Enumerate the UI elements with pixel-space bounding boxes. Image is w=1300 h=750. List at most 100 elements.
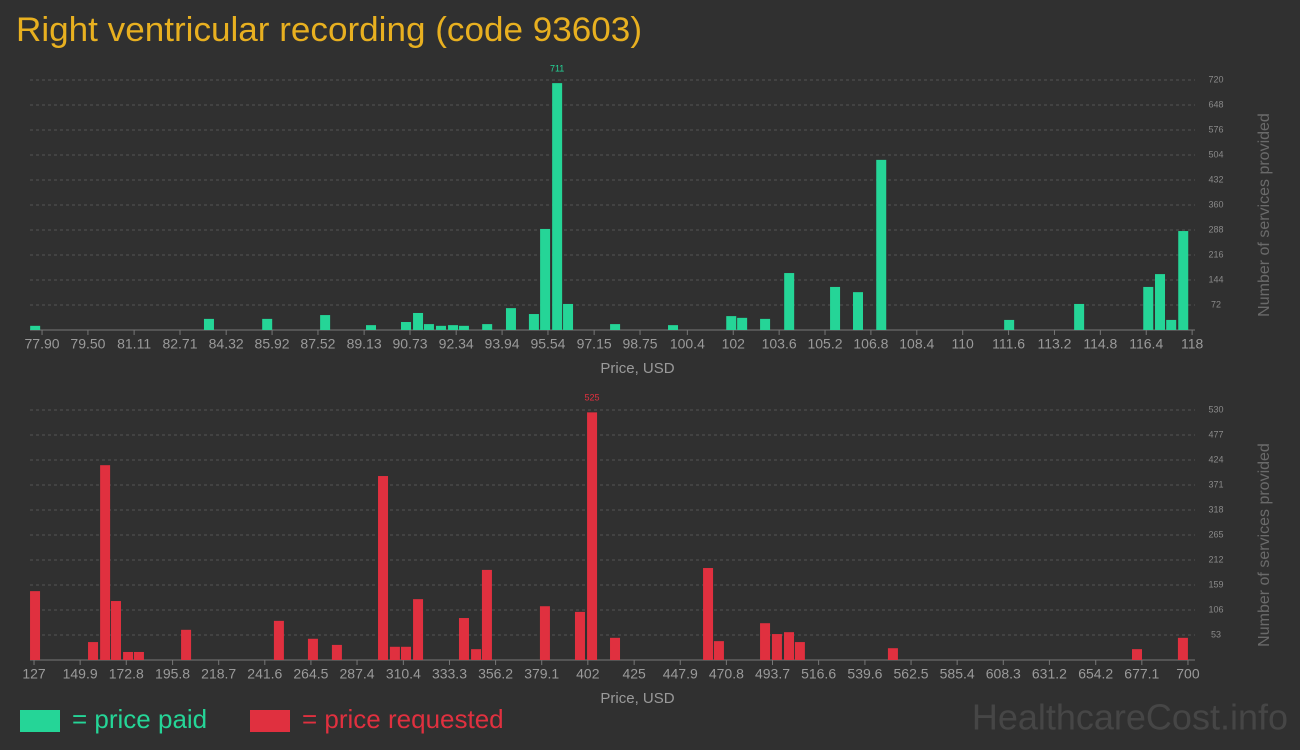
x-tick-label: 195.8	[155, 666, 190, 682]
x-tick-label: 700	[1176, 666, 1200, 682]
legend-label: = price requested	[302, 704, 504, 734]
bar	[610, 324, 621, 330]
x-tick-label: 110	[952, 336, 975, 352]
x-tick-label: 333.3	[432, 666, 467, 682]
y-tick-label: 477	[1208, 429, 1223, 439]
bar	[587, 412, 598, 660]
bar	[703, 568, 714, 660]
bar	[1004, 319, 1015, 330]
x-tick-label: 77.90	[25, 336, 60, 352]
bar	[1132, 649, 1143, 660]
bar	[505, 308, 516, 330]
y-tick-label: 720	[1208, 74, 1223, 84]
bar	[423, 324, 434, 330]
y-tick-label: 504	[1208, 149, 1223, 159]
bar	[771, 634, 782, 660]
x-tick-label: 241.6	[247, 666, 282, 682]
y-tick-label: 424	[1208, 454, 1223, 464]
x-tick-label: 539.6	[847, 666, 882, 682]
x-tick-label: 677.1	[1124, 666, 1159, 682]
bar	[307, 638, 318, 660]
bar	[563, 303, 574, 330]
y-tick-label: 318	[1208, 504, 1223, 514]
x-tick-label: 102	[722, 336, 746, 352]
x-tick-label: 470.8	[709, 666, 744, 682]
x-axis-label: Price, USD	[600, 690, 674, 707]
y-tick-label: 106	[1208, 604, 1223, 614]
bar	[203, 318, 214, 330]
x-tick-label: 113.2	[1037, 336, 1071, 352]
x-tick-label: 516.6	[801, 666, 836, 682]
x-tick-label: 218.7	[201, 666, 236, 682]
x-tick-label: 114.8	[1083, 336, 1117, 352]
bar	[574, 611, 585, 660]
x-tick-label: 654.2	[1078, 666, 1113, 682]
bar	[830, 286, 841, 330]
page-title: Right ventricular recording (code 93603)	[16, 11, 642, 49]
x-tick-label: 100.4	[670, 336, 705, 352]
bar	[413, 599, 424, 660]
bar	[413, 312, 424, 330]
y-tick-label: 212	[1208, 554, 1223, 564]
x-tick-label: 90.73	[392, 336, 427, 352]
bar	[30, 325, 41, 330]
bar	[528, 314, 539, 330]
x-tick-label: 402	[576, 666, 600, 682]
y-tick-label: 371	[1208, 479, 1223, 489]
x-tick-label: 92.34	[439, 336, 474, 352]
x-tick-label: 105.2	[807, 336, 842, 352]
x-tick-label: 287.4	[340, 666, 375, 682]
y-tick-label: 648	[1208, 99, 1223, 109]
x-tick-label: 172.8	[109, 666, 144, 682]
y-tick-label: 360	[1208, 199, 1223, 209]
x-tick-label: 631.2	[1032, 666, 1067, 682]
bar	[320, 315, 331, 330]
x-tick-label: 93.94	[485, 336, 520, 352]
y-axis-label: Number of services provided	[1256, 443, 1273, 647]
bar	[539, 606, 550, 660]
bar	[1166, 319, 1177, 330]
y-tick-label: 72	[1211, 299, 1221, 309]
bar	[482, 324, 493, 330]
bar	[366, 325, 377, 330]
x-tick-label: 127	[22, 666, 46, 682]
y-tick-label: 216	[1208, 249, 1223, 259]
bar	[784, 632, 795, 660]
y-tick-label: 144	[1208, 274, 1223, 284]
bar	[853, 292, 864, 330]
y-tick-label: 53	[1211, 629, 1221, 639]
bar	[331, 644, 342, 660]
x-tick-label: 108.4	[899, 336, 934, 352]
x-tick-label: 264.5	[293, 666, 328, 682]
bar	[668, 325, 679, 330]
x-tick-label: 356.2	[478, 666, 513, 682]
bar	[435, 325, 446, 330]
bar	[481, 569, 492, 660]
x-tick-label: 116.4	[1129, 336, 1163, 352]
x-tick-label: 89.13	[347, 336, 382, 352]
bar	[760, 623, 771, 660]
bar	[887, 648, 898, 660]
x-tick-label: 111.6	[992, 336, 1025, 352]
x-tick-label: 79.50	[70, 336, 105, 352]
bar	[448, 325, 459, 330]
bar	[1155, 274, 1166, 330]
bar	[1143, 286, 1154, 330]
bar	[1074, 303, 1085, 330]
bar	[760, 318, 771, 330]
x-tick-label: 379.1	[524, 666, 559, 682]
legend-swatch	[20, 710, 60, 732]
legend-swatch	[250, 710, 290, 732]
bar	[784, 273, 795, 330]
y-tick-label: 530	[1208, 404, 1223, 414]
peak-label: 525	[585, 393, 600, 403]
x-tick-label: 562.5	[894, 666, 929, 682]
bar	[1177, 637, 1188, 660]
bar	[378, 476, 389, 660]
bar	[737, 317, 748, 330]
x-tick-label: 87.52	[300, 336, 335, 352]
x-tick-label: 310.4	[386, 666, 421, 682]
bar	[552, 83, 563, 330]
bar	[273, 620, 284, 660]
